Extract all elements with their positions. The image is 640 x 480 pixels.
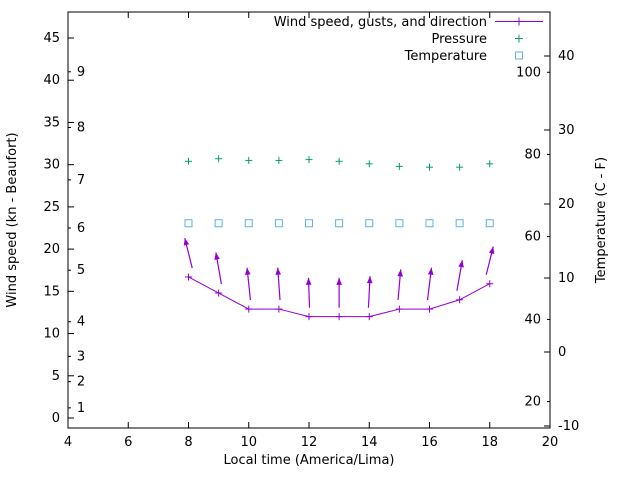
right-tick-label: -10 bbox=[558, 419, 579, 434]
x-tick-label: 10 bbox=[240, 435, 257, 450]
beaufort-label: 1 bbox=[77, 401, 85, 416]
x-tick-label: 12 bbox=[301, 435, 318, 450]
temperature-point bbox=[365, 219, 374, 228]
wind-direction-arrowhead bbox=[397, 269, 403, 277]
right-tick-label: 10 bbox=[558, 271, 575, 286]
beaufort-label: 7 bbox=[77, 173, 85, 188]
right-axis-title: Temperature (C - F) bbox=[594, 157, 609, 284]
x-tick-label: 20 bbox=[542, 435, 559, 450]
wind-direction-arrowhead bbox=[427, 267, 434, 275]
wind-direction-arrowhead bbox=[244, 267, 251, 275]
beaufort-label: 3 bbox=[77, 349, 85, 364]
wind-direction-arrowhead bbox=[275, 267, 282, 275]
left-tick-label: 0 bbox=[52, 411, 60, 426]
left-tick-label: 5 bbox=[52, 369, 60, 384]
x-tick-label: 6 bbox=[124, 435, 132, 450]
left-tick-label: 30 bbox=[43, 158, 60, 173]
wind-direction-arrowhead bbox=[336, 277, 342, 285]
x-axis-title: Local time (America/Lima) bbox=[224, 453, 395, 468]
fahrenheit-label: 60 bbox=[524, 230, 541, 245]
beaufort-label: 6 bbox=[77, 221, 85, 236]
wind-direction-arrowhead bbox=[458, 260, 464, 268]
legend-label-wind: Wind speed, gusts, and direction bbox=[274, 15, 487, 30]
left-tick-label: 45 bbox=[43, 31, 60, 46]
left-tick-label: 10 bbox=[43, 327, 60, 342]
beaufort-label: 4 bbox=[77, 315, 85, 330]
right-tick-label: 40 bbox=[558, 49, 575, 64]
left-axis-title: Wind speed (kn - Beaufort) bbox=[5, 132, 20, 307]
left-tick-label: 25 bbox=[43, 200, 60, 215]
beaufort-label: 2 bbox=[77, 375, 85, 390]
beaufort-label: 8 bbox=[77, 121, 85, 136]
temperature-point bbox=[184, 219, 193, 228]
temperature-point bbox=[485, 219, 494, 228]
legend: Wind speed, gusts, and direction Pressur… bbox=[274, 15, 543, 64]
x-tick-label: 14 bbox=[361, 435, 378, 450]
x-tick-label: 18 bbox=[481, 435, 498, 450]
right-tick-label: 30 bbox=[558, 123, 575, 138]
left-tick-label: 20 bbox=[43, 242, 60, 257]
beaufort-label: 9 bbox=[77, 65, 85, 80]
x-tick-label: 16 bbox=[421, 435, 438, 450]
temperature-point bbox=[335, 219, 344, 228]
plot-area: 4 6 8 10 12 14 16 18 200510152025303540451234567… bbox=[43, 11, 579, 450]
legend-label-temperature: Temperature bbox=[404, 49, 487, 64]
temperature-point bbox=[425, 219, 434, 228]
left-tick-label: 35 bbox=[43, 115, 60, 130]
left-tick-label: 40 bbox=[43, 73, 60, 88]
temperature-point bbox=[274, 219, 283, 228]
fahrenheit-label: 20 bbox=[524, 395, 541, 410]
temperature-point bbox=[395, 219, 404, 228]
right-tick-label: 0 bbox=[558, 345, 566, 360]
legend-label-pressure: Pressure bbox=[431, 32, 487, 47]
left-tick-label: 15 bbox=[43, 284, 60, 299]
temperature-point bbox=[455, 219, 464, 228]
fahrenheit-label: 100 bbox=[516, 65, 541, 80]
fahrenheit-label: 80 bbox=[524, 147, 541, 162]
fahrenheit-label: 40 bbox=[524, 312, 541, 327]
wind-direction-arrowhead bbox=[214, 252, 220, 260]
wind-direction-arrowhead bbox=[488, 246, 495, 255]
wind-direction-arrowhead bbox=[305, 277, 312, 285]
legend-temperature-square bbox=[515, 51, 523, 60]
temperature-point bbox=[244, 219, 253, 228]
x-tick-label: 8 bbox=[184, 435, 192, 450]
temperature-point bbox=[305, 219, 313, 228]
wind-direction-arrowhead bbox=[366, 276, 373, 284]
wind-direction-arrowhead bbox=[183, 238, 190, 246]
temperature-point bbox=[214, 219, 223, 228]
beaufort-label: 5 bbox=[77, 263, 85, 278]
right-tick-label: 20 bbox=[558, 197, 575, 212]
x-tick-label: 4 bbox=[64, 435, 72, 450]
